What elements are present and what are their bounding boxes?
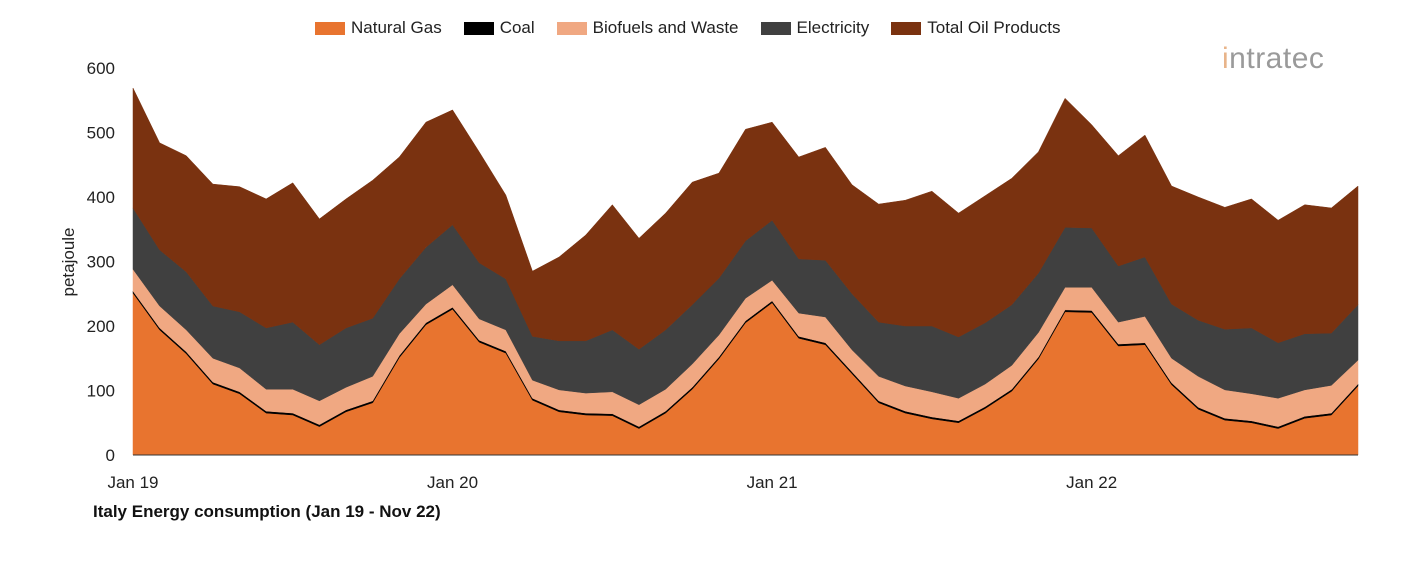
y-tick-label: 100 (87, 382, 115, 401)
legend-item: Natural Gas (315, 18, 442, 38)
legend-label: Total Oil Products (927, 18, 1061, 37)
legend-label: Electricity (796, 18, 870, 37)
y-tick-label: 200 (87, 317, 115, 336)
y-tick-label: 500 (87, 124, 115, 143)
x-tick-label: Jan 21 (747, 473, 798, 492)
y-tick-label: 0 (106, 446, 115, 465)
x-tick-label: Jan 20 (427, 473, 478, 492)
legend-swatch (760, 21, 791, 35)
legend-label: Biofuels and Waste (592, 18, 739, 37)
legend-swatch (556, 21, 587, 35)
y-tick-label: 400 (87, 188, 115, 207)
legend-swatch (315, 21, 345, 35)
area-total-oil-products (132, 87, 1359, 350)
legend-swatch (463, 21, 494, 35)
legend-item: Electricity (760, 18, 870, 38)
legend-label: Natural Gas (351, 18, 442, 37)
chart-title: Italy Energy consumption (Jan 19 - Nov 2… (93, 502, 441, 521)
legend-swatch (891, 21, 922, 35)
intratec-logo: intratec (1222, 42, 1325, 75)
y-tick-label: 300 (87, 253, 115, 272)
x-tick-label: Jan 19 (107, 473, 158, 492)
y-axis-label: petajoule (59, 227, 78, 296)
y-tick-label: 600 (87, 59, 115, 78)
legend-item: Total Oil Products (891, 18, 1060, 38)
x-tick-label: Jan 22 (1066, 473, 1117, 492)
legend-item: Coal (463, 18, 535, 38)
legend: Natural Gas Coal Biofuels and Waste Electri… (315, 18, 1060, 38)
legend-label: Coal (499, 18, 535, 37)
legend-item: Biofuels and Waste (556, 18, 739, 38)
